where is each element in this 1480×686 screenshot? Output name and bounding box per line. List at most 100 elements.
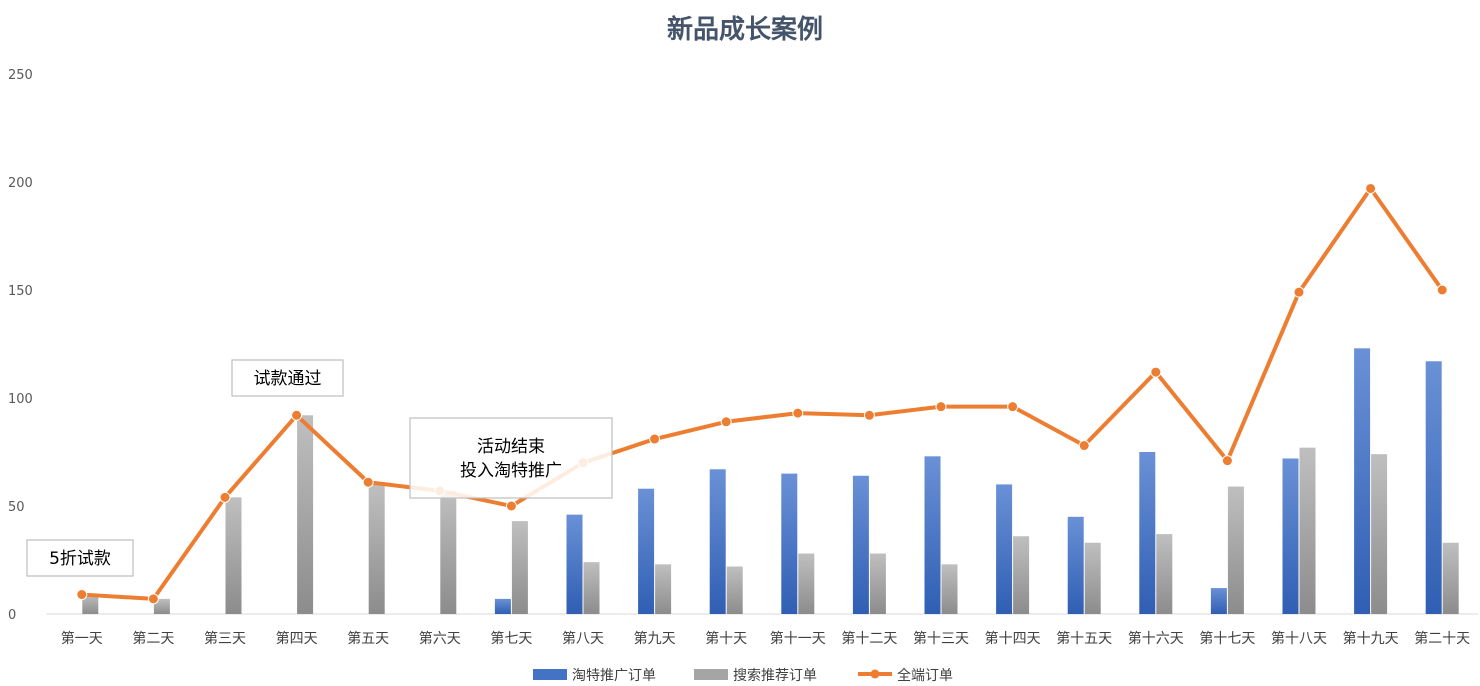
bar-taote (1354, 348, 1371, 614)
y-tick-label: 250 (8, 68, 33, 83)
bar-taote (494, 598, 511, 614)
y-tick-label: 100 (8, 392, 33, 407)
bars (82, 348, 1459, 614)
y-tick-label: 50 (8, 500, 25, 515)
bar-search (1156, 534, 1173, 614)
bar-search (511, 521, 528, 614)
bar-taote (781, 473, 798, 614)
bar-taote (709, 469, 726, 614)
annotation-box (26, 539, 134, 577)
annotation-callout: 5折试款 (26, 539, 134, 577)
bar-search (583, 562, 600, 614)
y-tick-label: 200 (8, 176, 33, 191)
y-tick-label: 0 (8, 608, 16, 623)
bar-search (440, 490, 457, 614)
line-point (291, 409, 303, 421)
x-tick-label: 第七天 (490, 630, 532, 647)
line-point (219, 491, 231, 503)
x-tick-label: 第三天 (204, 630, 246, 647)
line-point (935, 401, 947, 413)
bar-taote (996, 484, 1013, 614)
legend-swatch (533, 669, 567, 680)
annotation-text: 试款通过 (254, 369, 322, 389)
x-tick-label: 第二天 (132, 630, 174, 647)
x-tick-label: 第十一天 (770, 630, 826, 647)
bar-taote (924, 456, 941, 614)
line-point (649, 433, 661, 445)
bar-taote (566, 514, 583, 614)
legend-item: 全端订单 (858, 667, 953, 684)
x-tick-label: 第十七天 (1199, 630, 1255, 647)
line-point (1221, 455, 1233, 467)
x-tick-label: 第四天 (276, 630, 318, 647)
y-axis: 0 50 100 150 200 250 (8, 68, 33, 623)
bar-search (368, 484, 385, 614)
bar-search (941, 564, 958, 614)
annotation-box (409, 417, 613, 499)
bar-taote (852, 475, 869, 614)
line-point (147, 593, 159, 605)
bar-search (1442, 542, 1459, 614)
legend-marker (870, 669, 880, 679)
bar-search (153, 598, 170, 614)
bar-taote (1425, 361, 1442, 614)
legend-label: 淘特推广订单 (572, 668, 656, 684)
bar-search (798, 553, 815, 614)
x-tick-label: 第八天 (562, 630, 604, 647)
line-point (863, 409, 875, 421)
x-tick-label: 第十九天 (1343, 630, 1399, 647)
bar-taote (1210, 588, 1227, 614)
x-tick-label: 第十六天 (1128, 630, 1184, 647)
line-point (1365, 182, 1377, 194)
x-tick-label: 第十五天 (1056, 630, 1112, 647)
bar-search (297, 415, 314, 614)
bar-search (655, 564, 672, 614)
chart-title: 新品成长案例 (667, 14, 823, 45)
bar-taote (1067, 516, 1084, 614)
bar-search (869, 553, 886, 614)
x-tick-label: 第九天 (634, 630, 676, 647)
y-tick-label: 150 (8, 284, 33, 299)
annotation-box (231, 359, 344, 397)
legend-item: 搜索推荐订单 (694, 667, 817, 684)
line-point (1078, 440, 1090, 452)
bar-taote (638, 488, 655, 614)
x-tick-label: 第二十天 (1414, 630, 1470, 647)
line-total-orders (79, 186, 1445, 601)
bar-search (1227, 486, 1244, 614)
bar-taote (1282, 458, 1299, 614)
annotation-text: 投入淘特推广 (460, 461, 562, 481)
bar-search (82, 594, 99, 614)
line-point (720, 416, 732, 428)
x-tick-label: 第十天 (705, 630, 747, 647)
line-point (1007, 401, 1019, 413)
legend: 淘特推广订单 搜索推荐订单 全端订单 (533, 667, 953, 684)
line-point (1150, 366, 1162, 378)
bar-search (1299, 447, 1316, 614)
x-tick-label: 第十二天 (841, 630, 897, 647)
annotation-text: 5折试款 (49, 549, 111, 569)
line-point (505, 500, 517, 512)
bar-search (726, 566, 743, 614)
bar-search (225, 497, 242, 614)
line-point (1293, 286, 1305, 298)
legend-swatch (694, 669, 728, 680)
line-point (362, 476, 374, 488)
x-tick-label: 第五天 (347, 630, 389, 647)
line-point (792, 407, 804, 419)
bar-search (1371, 454, 1388, 614)
legend-item: 淘特推广订单 (533, 668, 656, 684)
bar-taote (1139, 452, 1156, 614)
annotation-callout: 试款通过 (231, 359, 344, 397)
bar-search (1013, 536, 1030, 614)
x-tick-label: 第一天 (61, 630, 103, 647)
x-axis-labels: 第一天 第二天 第三天 第四天 第五天 第六天 第七天 第八天 第九天 第十天 第十一天 第十二天 第十… (61, 630, 1470, 647)
legend-label: 全端订单 (897, 667, 953, 684)
legend-label: 搜索推荐订单 (733, 667, 817, 684)
x-tick-label: 第六天 (419, 630, 461, 647)
line-point (76, 589, 88, 601)
x-tick-label: 第十四天 (985, 630, 1041, 647)
